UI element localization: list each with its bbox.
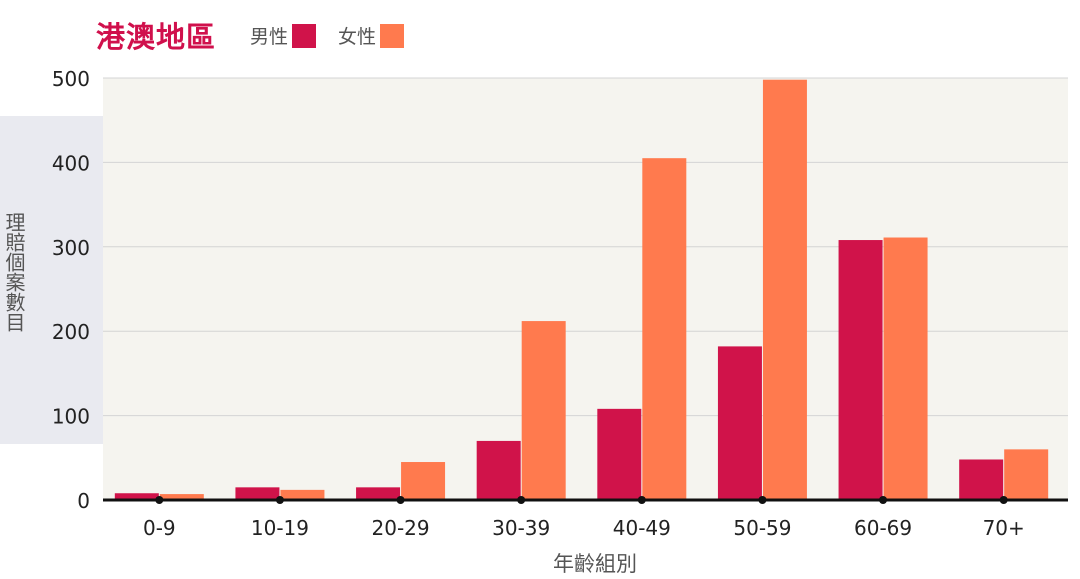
y-tick-label: 300 [52, 236, 90, 260]
bar-male-60-69 [838, 240, 883, 500]
bar-female-30-39 [521, 321, 566, 500]
legend-swatch-male [292, 23, 317, 48]
legend: 男性 女性 [250, 22, 426, 49]
x-tick-label: 60-69 [854, 516, 912, 540]
x-tick-dot [396, 496, 405, 504]
legend-label-male: 男性 [250, 26, 289, 48]
x-tick-label: 0-9 [143, 516, 176, 540]
x-tick-dot [275, 496, 284, 504]
bar-female-10-19 [280, 489, 325, 500]
y-tick-label: 0 [77, 489, 90, 513]
x-tick-label: 70+ [983, 516, 1025, 540]
bar-female-40-49 [642, 158, 687, 500]
y-tick-label: 400 [52, 151, 90, 175]
x-tick-dot [637, 496, 646, 504]
bar-female-0-9 [159, 494, 204, 500]
x-tick-label: 40-49 [613, 516, 671, 540]
x-axis-label: 年齡組別 [553, 552, 637, 576]
bar-female-60-69 [883, 237, 928, 501]
legend-item-male: 男性 [250, 22, 317, 49]
x-tick-label: 10-19 [251, 516, 309, 540]
bar-male-50-59 [717, 346, 762, 500]
bar-male-0-9 [114, 493, 159, 500]
bar-male-40-49 [597, 408, 642, 500]
legend-item-female: 女性 [338, 22, 405, 49]
bar-male-20-29 [356, 487, 401, 500]
y-tick-label: 100 [52, 405, 90, 429]
x-tick-dot [758, 496, 767, 504]
bar-female-20-29 [401, 462, 446, 500]
x-tick-dot [517, 496, 526, 504]
y-axis-label-background [0, 116, 103, 444]
x-tick-dot [999, 496, 1008, 504]
bar-male-30-39 [476, 440, 521, 500]
y-tick-label: 500 [52, 67, 90, 91]
x-tick-dot [155, 496, 164, 504]
chart-title: 港澳地區 [96, 20, 217, 54]
x-tick-dot [879, 496, 888, 504]
x-tick-label: 30-39 [492, 516, 550, 540]
bar-female-50-59 [762, 79, 807, 501]
y-axis-label: 理賠個案數目 [2, 212, 26, 332]
bar-male-70+ [959, 459, 1004, 500]
x-tick-label: 20-29 [372, 516, 430, 540]
bar-male-10-19 [235, 487, 280, 500]
x-tick-label: 50-59 [733, 516, 791, 540]
legend-swatch-female [380, 23, 405, 48]
legend-label-female: 女性 [338, 26, 377, 48]
y-tick-label: 200 [52, 320, 90, 344]
bar-female-70+ [1004, 449, 1049, 500]
